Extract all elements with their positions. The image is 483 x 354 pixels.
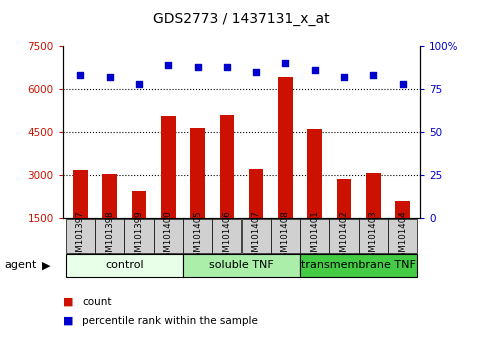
Point — [399, 81, 407, 87]
Text: percentile rank within the sample: percentile rank within the sample — [82, 316, 258, 326]
Text: transmembrane TNF: transmembrane TNF — [301, 260, 416, 270]
Bar — [183, 254, 300, 277]
Bar — [278, 78, 293, 218]
Bar — [132, 190, 146, 218]
Bar — [154, 219, 183, 253]
Text: GSM101406: GSM101406 — [222, 210, 231, 263]
Bar — [300, 219, 329, 253]
Bar — [73, 171, 88, 218]
Point — [282, 60, 289, 66]
Point — [135, 81, 143, 87]
Text: agent: agent — [5, 260, 37, 270]
Text: GSM101399: GSM101399 — [134, 210, 143, 263]
Point — [311, 67, 319, 73]
Text: soluble TNF: soluble TNF — [209, 260, 274, 270]
Point — [369, 72, 377, 78]
Text: GSM101400: GSM101400 — [164, 210, 173, 263]
Bar — [242, 219, 271, 253]
Text: GSM101398: GSM101398 — [105, 210, 114, 263]
Text: GDS2773 / 1437131_x_at: GDS2773 / 1437131_x_at — [153, 12, 330, 27]
Text: GSM101408: GSM101408 — [281, 210, 290, 263]
Bar — [366, 173, 381, 218]
Bar — [329, 219, 359, 253]
Text: count: count — [82, 297, 112, 307]
Bar — [359, 219, 388, 253]
Text: GSM101402: GSM101402 — [340, 210, 349, 263]
Bar — [388, 219, 417, 253]
Text: ■: ■ — [63, 297, 73, 307]
Text: GSM101404: GSM101404 — [398, 210, 407, 263]
Bar — [183, 219, 212, 253]
Bar — [395, 200, 410, 218]
Point — [76, 72, 84, 78]
Point — [194, 64, 201, 69]
Bar — [337, 179, 351, 218]
Point — [106, 74, 114, 80]
Text: ▶: ▶ — [42, 260, 50, 270]
Bar — [300, 254, 417, 277]
Text: control: control — [105, 260, 143, 270]
Bar — [249, 169, 263, 218]
Text: GSM101397: GSM101397 — [76, 210, 85, 263]
Text: GSM101407: GSM101407 — [252, 210, 261, 263]
Text: ■: ■ — [63, 316, 73, 326]
Point — [252, 69, 260, 75]
Bar — [271, 219, 300, 253]
Bar — [66, 254, 183, 277]
Bar — [220, 115, 234, 218]
Point — [223, 64, 231, 69]
Point — [164, 62, 172, 68]
Bar — [190, 127, 205, 218]
Bar — [212, 219, 242, 253]
Bar — [307, 129, 322, 218]
Bar — [102, 174, 117, 218]
Bar — [66, 219, 95, 253]
Bar — [95, 219, 124, 253]
Bar — [124, 219, 154, 253]
Text: GSM101403: GSM101403 — [369, 210, 378, 263]
Point — [340, 74, 348, 80]
Text: GSM101405: GSM101405 — [193, 210, 202, 263]
Text: GSM101401: GSM101401 — [310, 210, 319, 263]
Bar — [161, 116, 176, 218]
